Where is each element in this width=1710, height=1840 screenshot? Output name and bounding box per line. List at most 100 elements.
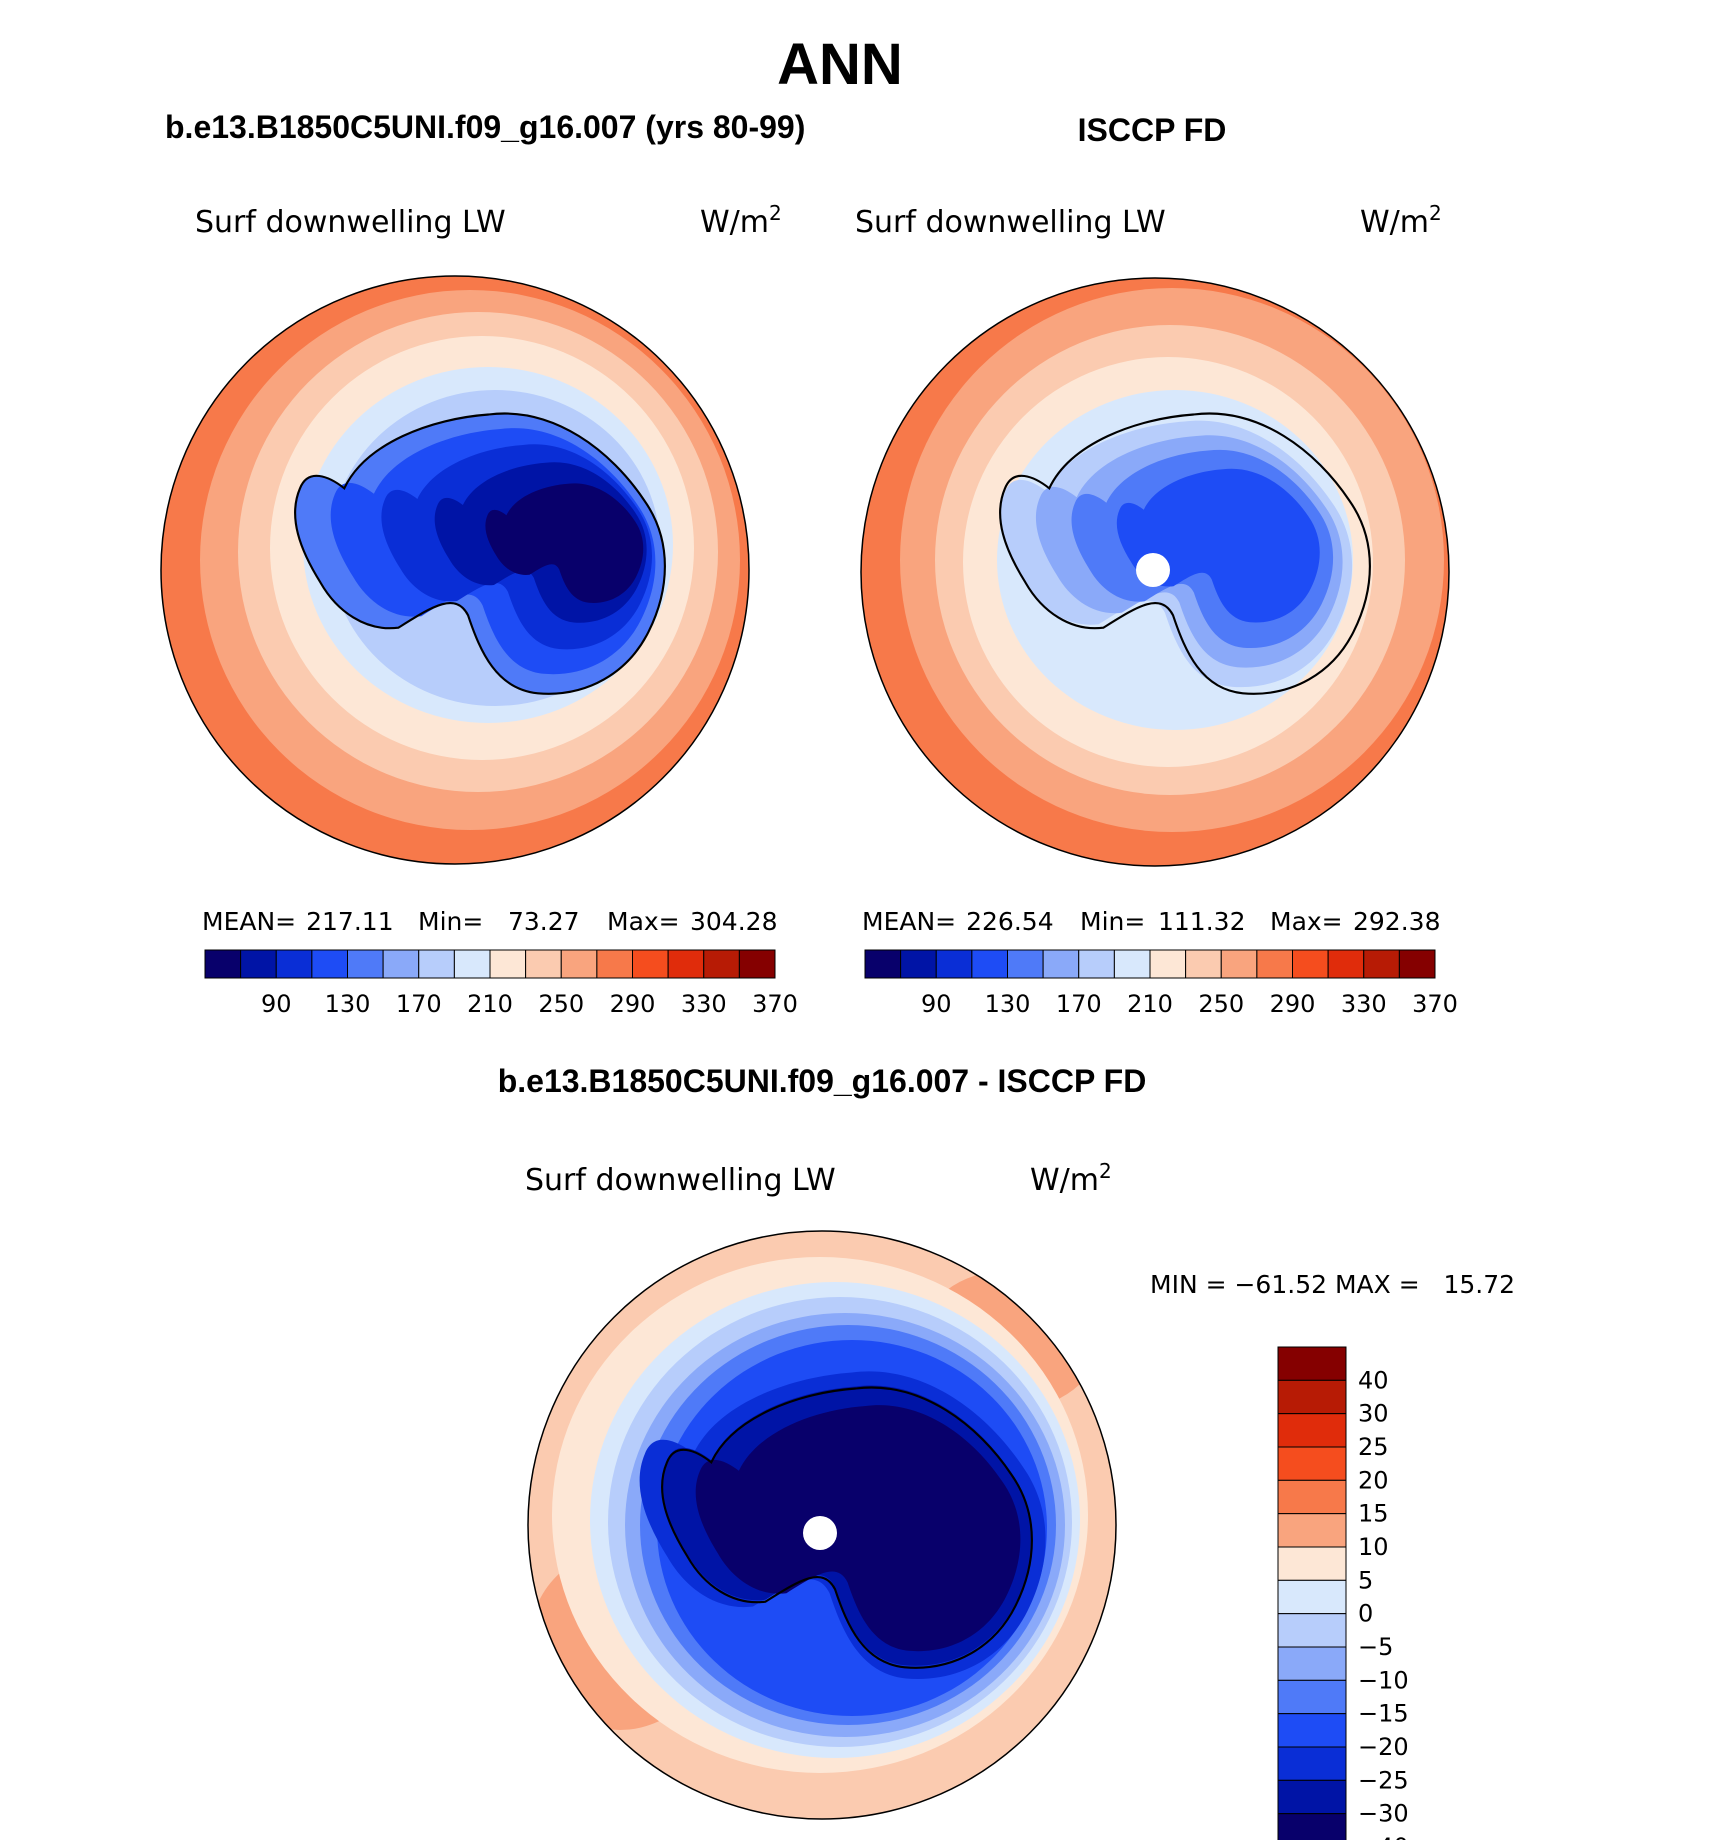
- colorbar-tick-label: 40: [1358, 1366, 1389, 1394]
- obs-colorbar: 90 130 170 210 250 290 330 370: [864, 949, 1458, 1018]
- colorbar-swatch: [1277, 1579, 1347, 1615]
- colorbar-tick-label: 290: [1270, 990, 1316, 1018]
- obs-case-title: ISCCP FD: [1078, 112, 1227, 148]
- colorbar-swatch: [632, 949, 669, 979]
- colorbar-swatch: [1277, 1813, 1347, 1840]
- colorbar-swatch: [1007, 949, 1044, 979]
- obs-variable-label: Surf downwelling LW: [855, 205, 1166, 240]
- model-units-label: W/m2: [700, 201, 782, 240]
- colorbar-swatch: [418, 949, 455, 979]
- colorbar-tick-label: 20: [1358, 1466, 1389, 1494]
- colorbar-swatch: [204, 949, 242, 979]
- colorbar-tick-label: 250: [538, 990, 584, 1018]
- colorbar-tick-label: 370: [1412, 990, 1458, 1018]
- colorbar-tick-label: 370: [752, 990, 798, 1018]
- obs-units-label: W/m2: [1360, 201, 1442, 240]
- obs-map-outline: [860, 277, 1450, 867]
- colorbar-swatch: [275, 949, 313, 979]
- colorbar-swatch: [1277, 1446, 1347, 1481]
- model-colorbar: 90 130 170 210 250 290 330 370: [204, 949, 798, 1018]
- colorbar-swatch: [1113, 949, 1151, 979]
- obs-stats: MEAN= 226.54 Min= 111.32 Max= 292.38: [862, 907, 1440, 936]
- diff-map: [528, 1231, 1116, 1819]
- colorbar-swatch: [1277, 1646, 1347, 1681]
- colorbar-swatch: [453, 949, 491, 979]
- colorbar-tick-label: 130: [325, 990, 371, 1018]
- colorbar-tick-label: 90: [261, 990, 292, 1018]
- colorbar-swatch: [703, 949, 740, 979]
- colorbar-tick-label: 90: [921, 990, 952, 1018]
- diff-variable-label: Surf downwelling LW: [525, 1163, 836, 1198]
- colorbar-tick-label: 210: [467, 990, 513, 1018]
- colorbar-swatch: [1042, 949, 1080, 979]
- colorbar-tick-label: −30: [1358, 1800, 1409, 1828]
- colorbar-tick-label: 210: [1127, 990, 1173, 1018]
- diff-minmax: MIN = −61.52 MAX = 15.72: [1150, 1270, 1515, 1299]
- model-stats: MEAN= 217.11 Min= 73.27 Max= 304.28: [202, 907, 777, 936]
- colorbar-swatch: [1292, 949, 1329, 979]
- colorbar-tick-label: 330: [1341, 990, 1387, 1018]
- colorbar-tick-label: −25: [1358, 1766, 1409, 1794]
- obs-map: [861, 278, 1449, 866]
- model-map: [161, 276, 749, 864]
- colorbar-tick-label: 130: [985, 990, 1031, 1018]
- colorbar-tick-label: −20: [1358, 1733, 1409, 1761]
- colorbar-swatch: [1277, 1346, 1347, 1381]
- colorbar-swatch: [1277, 1679, 1347, 1715]
- colorbar-swatch: [1220, 949, 1258, 979]
- colorbar-tick-label: 25: [1358, 1433, 1389, 1461]
- colorbar-swatch: [1185, 949, 1222, 979]
- colorbar-swatch: [311, 949, 348, 979]
- model-case-title: b.e13.B1850C5UNI.f09_g16.007 (yrs 80-99): [165, 109, 805, 145]
- colorbar-swatch: [900, 949, 937, 979]
- colorbar-swatch: [1277, 1613, 1347, 1648]
- model-map-outline: [160, 275, 750, 865]
- figure-title: ANN: [777, 32, 903, 97]
- colorbar-swatch: [1277, 1713, 1347, 1748]
- colorbar-swatch: [1277, 1379, 1347, 1415]
- colorbar-swatch: [1277, 1779, 1347, 1815]
- diff-units-label: W/m2: [1030, 1159, 1112, 1198]
- colorbar-tick-label: −15: [1358, 1700, 1409, 1728]
- colorbar-tick-label: 15: [1358, 1500, 1389, 1528]
- colorbar-tick-label: −5: [1358, 1633, 1393, 1661]
- colorbar-tick-label: −40: [1358, 1833, 1409, 1840]
- colorbar-swatch: [1327, 949, 1365, 979]
- colorbar-swatch: [525, 949, 562, 979]
- diff-case-title: b.e13.B1850C5UNI.f09_g16.007 - ISCCP FD: [498, 1063, 1147, 1099]
- colorbar-tick-label: −10: [1358, 1666, 1409, 1694]
- diff-colorbar: 40 30 25 20 15 10 5 0 −5 −10 −15 −20 −25 −30 −40: [1277, 1346, 1409, 1840]
- obs-pole-hole: [1136, 553, 1170, 587]
- colorbar-swatch: [240, 949, 277, 979]
- colorbar-swatch: [347, 949, 384, 979]
- colorbar-swatch: [864, 949, 902, 979]
- colorbar-tick-label: 10: [1358, 1533, 1389, 1561]
- colorbar-swatch: [489, 949, 527, 979]
- colorbar-swatch: [596, 949, 633, 979]
- colorbar-swatch: [1078, 949, 1115, 979]
- colorbar-tick-label: 290: [610, 990, 656, 1018]
- colorbar-swatch: [935, 949, 973, 979]
- colorbar-swatch: [738, 949, 776, 979]
- colorbar-swatch: [1277, 1413, 1347, 1448]
- colorbar-tick-label: 250: [1198, 990, 1244, 1018]
- colorbar-swatch: [971, 949, 1008, 979]
- diff-map-outline: [527, 1230, 1117, 1820]
- colorbar-swatch: [667, 949, 705, 979]
- colorbar-swatch: [1398, 949, 1436, 979]
- colorbar-swatch: [560, 949, 598, 979]
- colorbar-swatch: [1256, 949, 1293, 979]
- colorbar-swatch: [1277, 1546, 1347, 1581]
- colorbar-tick-label: 330: [681, 990, 727, 1018]
- colorbar-tick-label: 170: [1056, 990, 1102, 1018]
- colorbar-tick-label: 30: [1358, 1400, 1389, 1428]
- colorbar-tick-label: 0: [1358, 1600, 1373, 1628]
- colorbar-swatch: [1363, 949, 1400, 979]
- colorbar-swatch: [1277, 1479, 1347, 1515]
- colorbar-tick-label: 5: [1358, 1566, 1373, 1594]
- diff-pole-hole: [803, 1516, 837, 1550]
- colorbar-swatch: [1277, 1746, 1347, 1781]
- colorbar-swatch: [382, 949, 420, 979]
- colorbar-tick-label: 170: [396, 990, 442, 1018]
